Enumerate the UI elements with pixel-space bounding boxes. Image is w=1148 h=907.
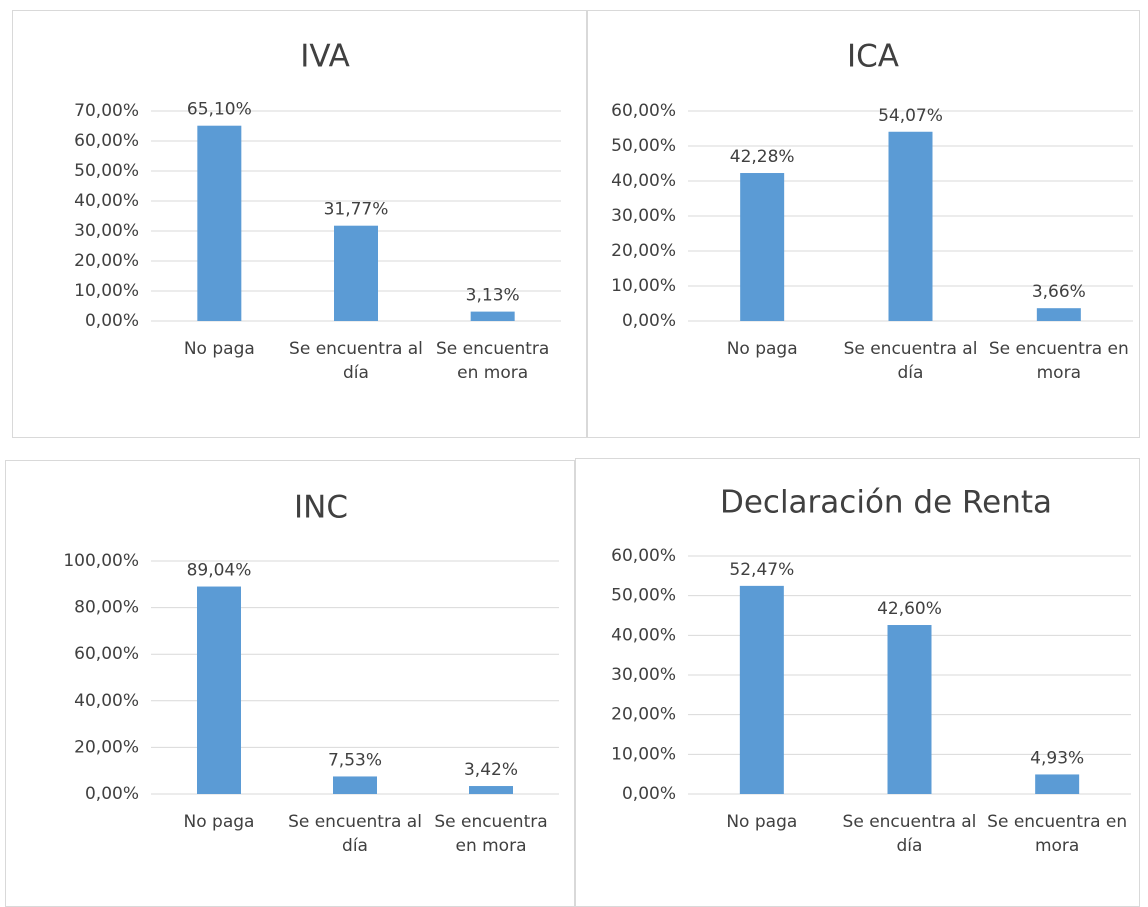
data-label: 89,04% (187, 561, 252, 581)
y-tick-label: 60,00% (74, 131, 139, 151)
x-tick-label: Se encuentra al día (288, 812, 422, 856)
data-label: 42,28% (730, 147, 795, 167)
bar (1036, 308, 1081, 321)
bar (197, 125, 242, 321)
data-label: 31,77% (324, 200, 389, 220)
y-tick-label: 10,00% (611, 744, 676, 764)
y-tick-label: 60,00% (611, 546, 676, 566)
chart-panel: INC 0,00% 20,00% 40,00% 60,00% 80,00% 100,00% 8… (5, 460, 575, 907)
y-tick-label: 10,00% (74, 281, 139, 301)
bar (197, 586, 241, 794)
data-label: 7,53% (328, 750, 382, 770)
x-tick-label: No paga (726, 812, 798, 832)
x-tick-label-box: Se encuentra al día (842, 812, 977, 856)
y-tick-label: 70,00% (74, 101, 139, 121)
data-label: 42,60% (877, 599, 942, 619)
chart-panel: ICA 0,00% 10,00% 20,00% 30,00% 40,00% 50,00% 60… (587, 10, 1140, 438)
x-tick-label: Se encuentra al día (289, 339, 423, 383)
x-tick-label: Se encuentra en mora (434, 812, 548, 856)
x-tick-label-box: Se encuentra al día (289, 339, 423, 383)
data-label: 52,47% (729, 560, 794, 580)
x-tick-label-box: No paga (726, 339, 798, 359)
chart: Declaración de Renta 0,00% 10,00% 20,00% 30,… (611, 485, 1131, 856)
x-tick-label: Se encuentra en mora (988, 339, 1129, 383)
y-tick-label: 50,00% (611, 136, 676, 156)
x-tick-label-box: Se encuentra en mora (987, 812, 1128, 856)
x-tick-label-box: Se encuentra en mora (435, 339, 550, 383)
y-tick-label: 0,00% (622, 311, 676, 331)
bar (888, 131, 933, 321)
y-tick-label: 50,00% (611, 586, 676, 606)
x-tick-label-box: No paga (183, 812, 255, 832)
x-tick-label: Se encuentra en mora (435, 339, 550, 383)
x-tick-label-box: Se encuentra en mora (434, 812, 548, 856)
y-tick-label: 10,00% (611, 276, 676, 296)
chart-panel: IVA 0,00% 10,00% 20,00% 30,00% 40,00% 50,00% 60… (12, 10, 587, 438)
chart-title: INC (294, 490, 348, 526)
x-tick-label: Se encuentra en mora (987, 812, 1128, 856)
bar (740, 173, 785, 321)
chart-title: Declaración de Renta (720, 485, 1052, 521)
data-label: 3,42% (464, 760, 518, 780)
bar (1035, 774, 1080, 794)
x-tick-label-box: No paga (183, 339, 255, 359)
y-tick-label: 100,00% (63, 551, 139, 571)
bar (887, 625, 932, 794)
chart: ICA 0,00% 10,00% 20,00% 30,00% 40,00% 50,00% 60… (611, 39, 1133, 383)
bar (333, 776, 377, 794)
y-tick-label: 0,00% (85, 311, 139, 331)
chart-title: ICA (847, 39, 899, 75)
y-tick-label: 30,00% (74, 221, 139, 241)
data-label: 65,10% (187, 100, 252, 120)
data-label: 3,13% (466, 286, 520, 306)
y-tick-label: 20,00% (611, 705, 676, 725)
y-tick-label: 20,00% (611, 241, 676, 261)
x-tick-label-box: Se encuentra en mora (988, 339, 1129, 383)
y-tick-label: 80,00% (74, 598, 139, 618)
x-tick-label: No paga (726, 339, 798, 359)
data-label: 3,66% (1032, 282, 1086, 302)
y-tick-label: 60,00% (74, 644, 139, 664)
chart: IVA 0,00% 10,00% 20,00% 30,00% 40,00% 50,00% 60… (74, 39, 561, 383)
y-tick-label: 0,00% (85, 784, 139, 804)
chart: INC 0,00% 20,00% 40,00% 60,00% 80,00% 100,00% 8… (63, 490, 559, 856)
x-tick-label: Se encuentra al día (842, 812, 977, 856)
bar (739, 585, 784, 794)
y-tick-label: 40,00% (611, 171, 676, 191)
data-label: 54,07% (878, 106, 943, 126)
y-tick-label: 40,00% (611, 625, 676, 645)
y-tick-label: 30,00% (611, 665, 676, 685)
bar (470, 311, 515, 321)
y-tick-label: 30,00% (611, 206, 676, 226)
y-tick-label: 20,00% (74, 737, 139, 757)
x-tick-label-box: Se encuentra al día (288, 812, 422, 856)
data-label: 4,93% (1030, 748, 1084, 768)
y-tick-label: 60,00% (611, 101, 676, 121)
y-tick-label: 20,00% (74, 251, 139, 271)
x-tick-label: Se encuentra al día (843, 339, 978, 383)
y-tick-label: 0,00% (622, 784, 676, 804)
bar (334, 225, 378, 321)
y-tick-label: 40,00% (74, 691, 139, 711)
bar (469, 786, 513, 794)
y-tick-label: 40,00% (74, 191, 139, 211)
x-tick-label-box: No paga (726, 812, 798, 832)
x-tick-label: No paga (183, 339, 255, 359)
y-tick-label: 50,00% (74, 161, 139, 181)
chart-title: IVA (300, 39, 350, 75)
x-tick-label: No paga (183, 812, 255, 832)
x-tick-label-box: Se encuentra al día (843, 339, 978, 383)
chart-panel: Declaración de Renta 0,00% 10,00% 20,00% 30,… (575, 458, 1140, 907)
